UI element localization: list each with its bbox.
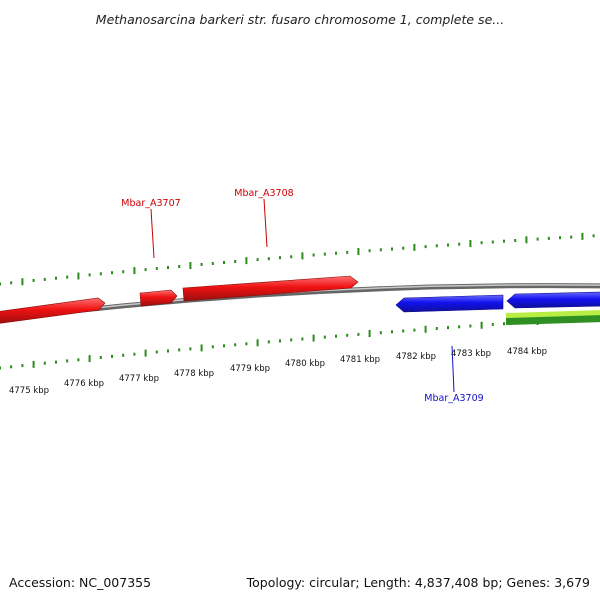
- outer-tick-ring: [0, 232, 595, 286]
- gene-mbar-a3707-left[interactable]: [0, 297, 106, 324]
- position-label: 4777 kbp: [119, 374, 159, 384]
- position-labels: 4775 kbp 4776 kbp 4777 kbp 4778 kbp 4779…: [9, 347, 547, 396]
- position-label: 4779 kbp: [230, 364, 270, 374]
- position-label: 4780 kbp: [285, 359, 325, 369]
- gene-label-mbar-a3709[interactable]: Mbar_A3709: [424, 393, 483, 404]
- accession-text: Accession: NC_007355: [9, 575, 152, 590]
- position-label: 4778 kbp: [174, 369, 214, 379]
- gene-callout-line-a3707: [150, 208, 155, 259]
- position-label: 4776 kbp: [64, 379, 104, 389]
- position-label: 4781 kbp: [340, 355, 380, 365]
- gene-reverse-right[interactable]: [506, 291, 600, 309]
- gene-label-mbar-a3708[interactable]: Mbar_A3708: [234, 188, 293, 199]
- gene-callout-line-a3708: [263, 198, 268, 248]
- position-label: 4783 kbp: [451, 349, 491, 359]
- gene-label-mbar-a3707[interactable]: Mbar_A3707: [121, 198, 180, 209]
- gene-mbar-a3707[interactable]: [139, 289, 178, 307]
- gene-mbar-a3708[interactable]: [182, 275, 359, 302]
- position-label: 4775 kbp: [9, 386, 49, 396]
- green-feature-band[interactable]: [506, 310, 600, 325]
- position-label: 4784 kbp: [507, 347, 547, 357]
- gene-mbar-a3709[interactable]: [395, 294, 504, 313]
- gene-callout-line-a3709: [451, 345, 455, 393]
- genome-summary-text: Topology: circular; Length: 4,837,408 bp…: [246, 575, 590, 590]
- position-label: 4782 kbp: [396, 352, 436, 362]
- map-title: Methanosarcina barkeri str. fusaro chrom…: [96, 12, 504, 27]
